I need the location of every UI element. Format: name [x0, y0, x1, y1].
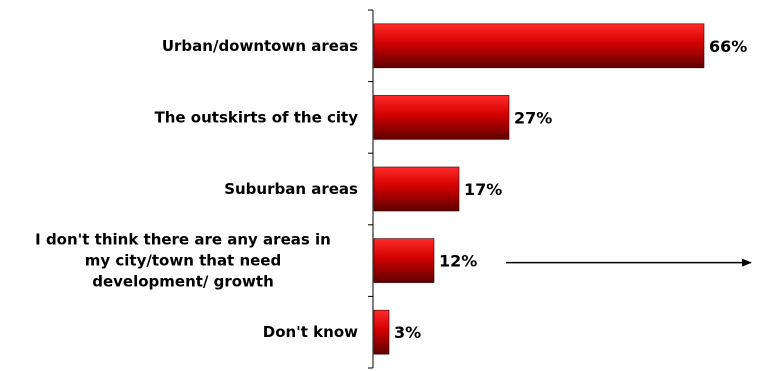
bar: [373, 95, 510, 140]
value-label: 27%: [514, 108, 552, 127]
bar: [373, 309, 390, 355]
bar: [373, 238, 435, 283]
category-label: Suburban areas: [224, 180, 358, 198]
category-label: I don't think there are any areas in my c…: [35, 231, 331, 291]
bar: [373, 166, 460, 212]
value-label: 66%: [709, 37, 747, 56]
value-label: 3%: [394, 323, 421, 342]
category-label: The outskirts of the city: [154, 108, 358, 126]
value-label: 12%: [439, 252, 477, 271]
category-label: Urban/downtown areas: [162, 37, 358, 55]
value-label: 17%: [464, 180, 502, 199]
bar: [373, 23, 705, 69]
category-label: Don't know: [263, 323, 358, 341]
